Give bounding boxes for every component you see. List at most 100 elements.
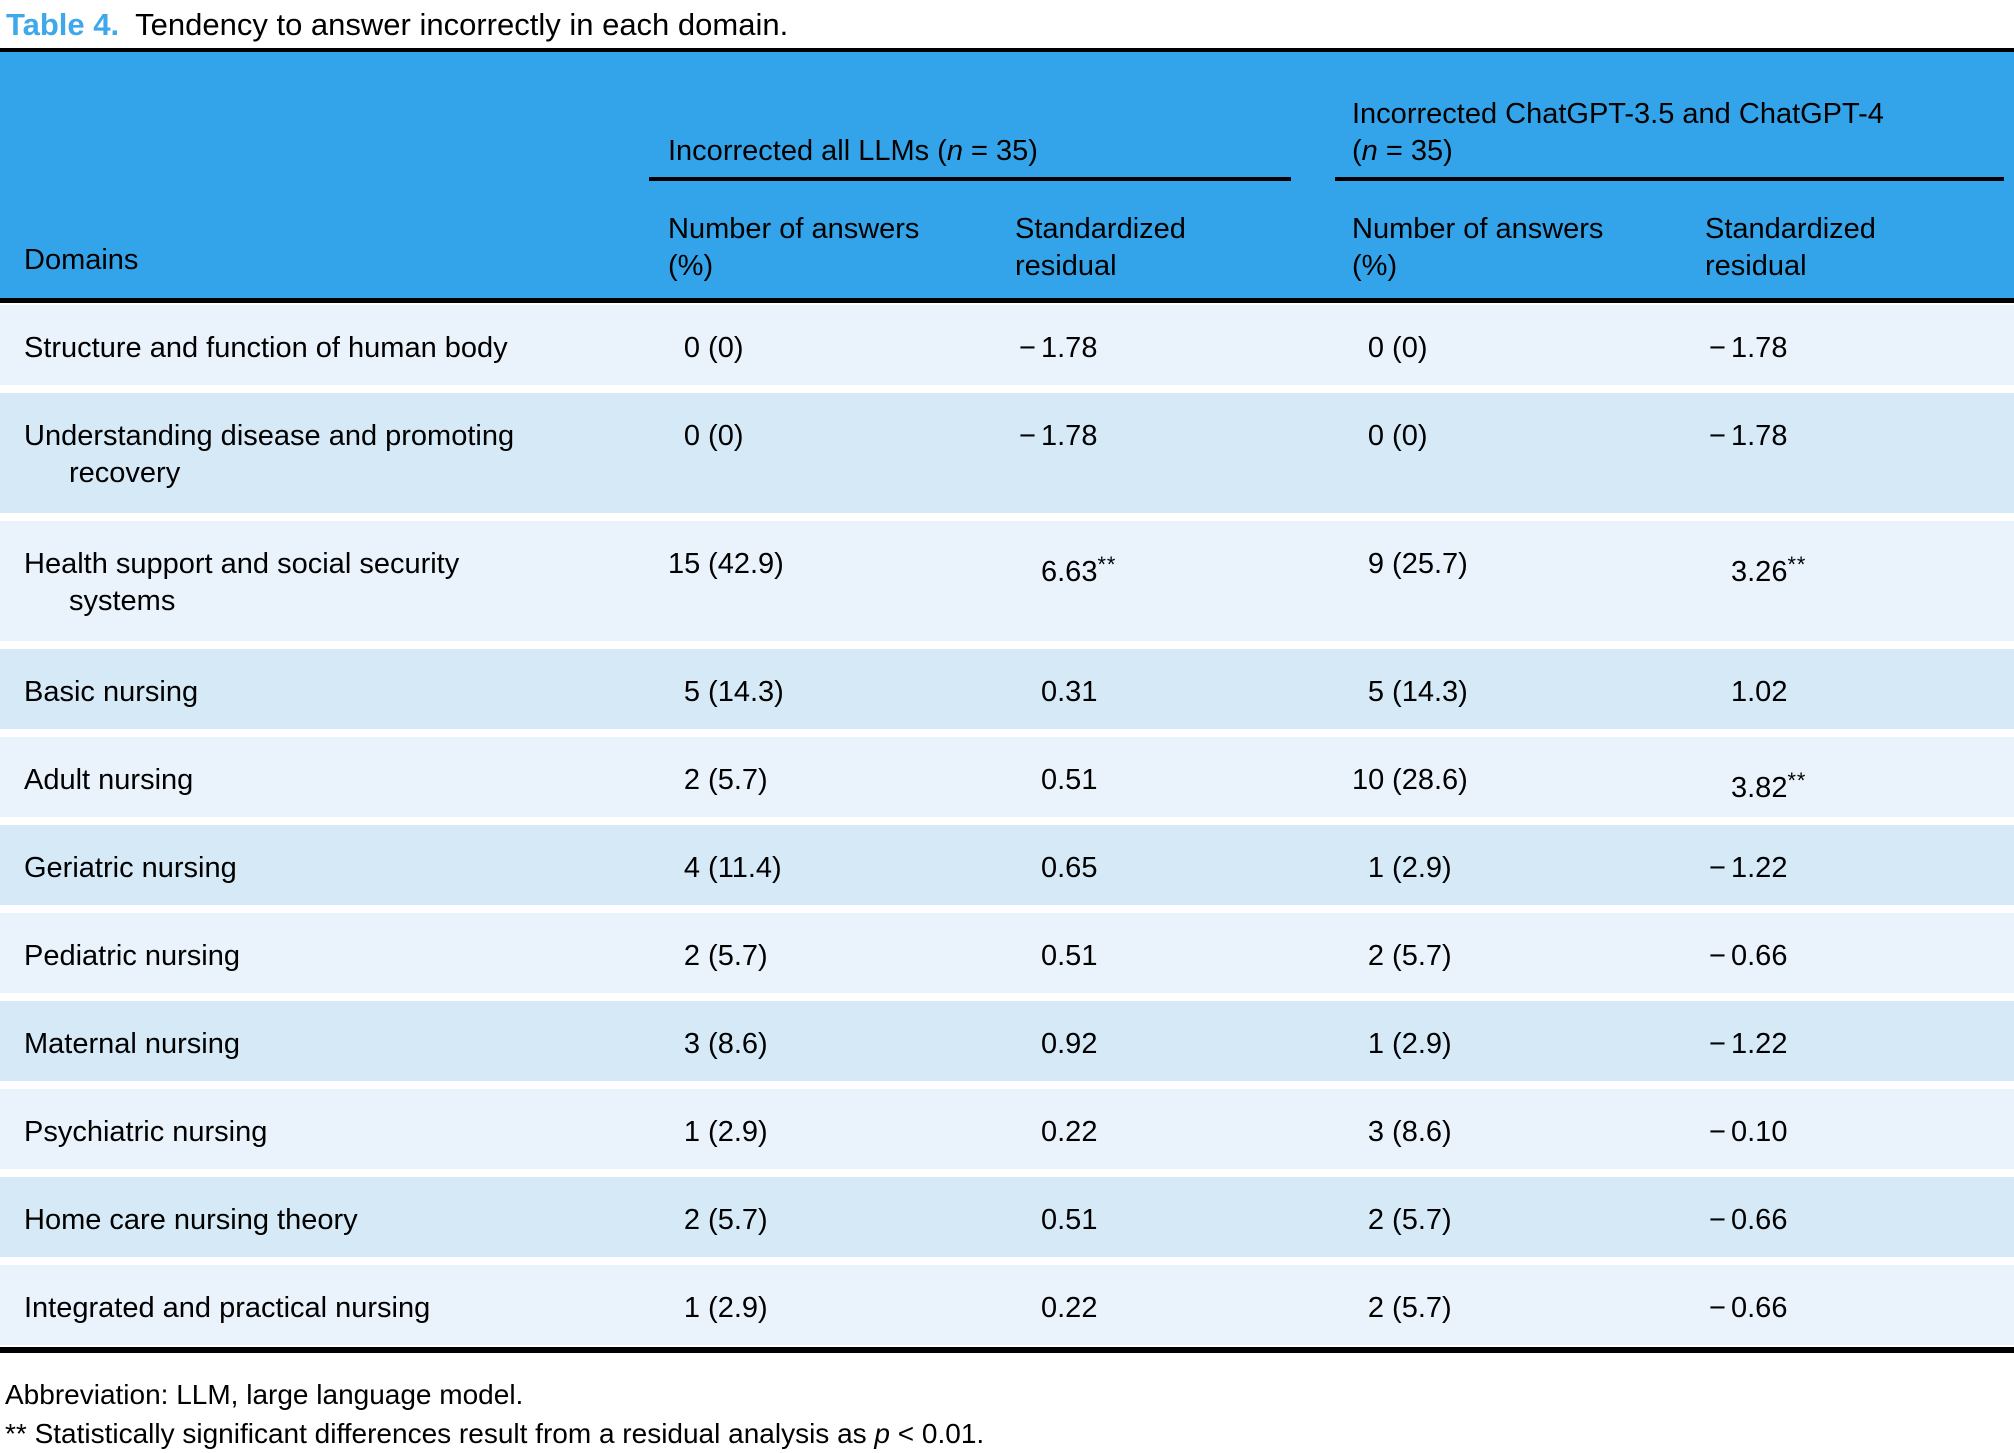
table-row: Geriatric nursing 4 (11.4) 0.65 1 (2.9) −1.2…: [0, 825, 2014, 905]
answers-cell-chatgpt: 10 (28.6): [1352, 762, 1705, 799]
answers-cell-all-llms: 4 (11.4): [668, 850, 1015, 887]
column-header-number-of-answers-2: Number of answers (%): [1352, 213, 1604, 282]
column-group-all-llms-label: Incorrected all LLMs (n = 35): [668, 135, 1038, 167]
significance-marker: **: [1097, 552, 1117, 577]
residual-cell-chatgpt: −1.78: [1705, 418, 2014, 455]
residual-cell-chatgpt: −0.66: [1705, 1290, 2014, 1327]
table-row: Understanding disease and promoting reco…: [0, 393, 2014, 513]
answers-cell-all-llms: 2 (5.7): [668, 762, 1015, 799]
minus-sign-slot: −: [1019, 420, 1036, 452]
answer-count: 0: [683, 332, 700, 364]
table-row: Health support and social security syste…: [0, 521, 2014, 641]
answer-count: 1: [1367, 852, 1384, 884]
answer-count: 1: [683, 1292, 700, 1324]
significance-marker: **: [1787, 552, 1807, 577]
residual-cell-all-llms: 0.92: [1041, 1028, 1098, 1060]
residual-cell-all-llms: −1.78: [1015, 330, 1352, 367]
table-row: Maternal nursing 3 (8.6) 0.92 1 (2.9) −1.22: [0, 1001, 2014, 1081]
domain-cell: Health support and social security syste…: [24, 548, 460, 617]
column-group-all-llms: Incorrected all LLMs (n = 35): [649, 52, 1291, 181]
answers-cell-all-llms: 0 (0): [668, 418, 1015, 455]
answers-cell-all-llms: 2 (5.7): [668, 1202, 1015, 1239]
answer-count: 1: [683, 1116, 700, 1148]
answer-count: 2: [683, 940, 700, 972]
answers-cell-chatgpt: 5 (14.3): [1352, 674, 1705, 711]
answers-cell-all-llms: 0 (0): [668, 330, 1015, 367]
domain-cell: Psychiatric nursing: [24, 1116, 268, 1148]
answer-count: 2: [1367, 940, 1384, 972]
answers-cell-chatgpt: 3 (8.6): [1352, 1114, 1705, 1151]
table-row: Home care nursing theory 2 (5.7) 0.51 2 (5.…: [0, 1177, 2014, 1257]
answers-cell-chatgpt: 2 (5.7): [1352, 938, 1705, 975]
table-row: Basic nursing 5 (14.3) 0.31 5 (14.3) 1.02: [0, 649, 2014, 729]
residual-cell-all-llms: 0.51: [1041, 1204, 1098, 1236]
minus-sign-slot: −: [1709, 1116, 1726, 1148]
answer-count: 0: [683, 420, 700, 452]
table-row: Pediatric nursing 2 (5.7) 0.51 2 (5.7) −0.66: [0, 913, 2014, 993]
answers-cell-chatgpt: 1 (2.9): [1352, 850, 1705, 887]
table-footnotes: Abbreviation: LLM, large language model.…: [5, 1375, 2014, 1453]
column-header-number-of-answers-1: Number of answers (%): [668, 213, 920, 282]
domain-cell: Basic nursing: [24, 676, 199, 708]
table-row: Integrated and practical nursing 1 (2.9) 0…: [0, 1265, 2014, 1345]
table-body: Structure and function of human body 0 (0…: [0, 305, 2014, 1345]
residual-cell-chatgpt: −0.66: [1705, 938, 2014, 975]
minus-sign-slot: −: [1709, 1204, 1726, 1236]
header-corner-spacer: [24, 52, 668, 181]
minus-sign-slot: −: [1709, 332, 1726, 364]
domain-cell: Understanding disease and promoting reco…: [24, 420, 515, 489]
footnote-abbreviation: Abbreviation: LLM, large language model.: [5, 1379, 524, 1410]
answers-cell-chatgpt: 2 (5.7): [1352, 1290, 1705, 1327]
residual-cell-all-llms: −1.78: [1015, 418, 1352, 455]
answer-count: 15: [668, 548, 701, 580]
table-caption-text: Tendency to answer incorrectly in each d…: [135, 7, 789, 42]
answers-cell-chatgpt: 2 (5.7): [1352, 1202, 1705, 1239]
answers-cell-all-llms: 1 (2.9): [668, 1290, 1015, 1327]
residual-cell-all-llms: 0.22: [1041, 1292, 1098, 1324]
answers-cell-all-llms: 3 (8.6): [668, 1026, 1015, 1063]
residual-cell-chatgpt: −1.22: [1705, 850, 2014, 887]
minus-sign-slot: −: [1019, 332, 1036, 364]
significance-marker: **: [1787, 768, 1807, 793]
answer-count: 2: [1367, 1292, 1384, 1324]
domain-cell: Adult nursing: [24, 764, 194, 796]
answers-cell-all-llms: 15 (42.9): [668, 546, 1015, 583]
answer-count: 3: [1367, 1116, 1384, 1148]
residual-cell-chatgpt: −0.66: [1705, 1202, 2014, 1239]
answers-cell-chatgpt: 0 (0): [1352, 330, 1705, 367]
minus-sign-slot: −: [1709, 420, 1726, 452]
minus-sign-slot: −: [1709, 852, 1726, 884]
residual-cell-chatgpt: 3.82**: [1731, 768, 1807, 804]
answer-count: 2: [683, 1204, 700, 1236]
answer-count: 2: [683, 764, 700, 796]
column-header-domains: Domains: [24, 244, 139, 276]
domain-cell: Geriatric nursing: [24, 852, 237, 884]
residual-cell-chatgpt: 1.02: [1731, 676, 1788, 708]
answer-count: 0: [1367, 332, 1384, 364]
residual-cell-chatgpt: −0.10: [1705, 1114, 2014, 1151]
table-number-label: Table 4.: [6, 7, 120, 42]
answer-count: 0: [1367, 420, 1384, 452]
residual-cell-all-llms: 6.63**: [1041, 552, 1117, 588]
residual-cell-all-llms: 0.51: [1041, 940, 1098, 972]
table-caption: Table 4. Tendency to answer incorrectly i…: [0, 0, 2014, 43]
table-bottom-rule: [0, 1347, 2014, 1353]
minus-sign-slot: −: [1709, 1292, 1726, 1324]
minus-sign-slot: −: [1709, 940, 1726, 972]
answers-cell-chatgpt: 1 (2.9): [1352, 1026, 1705, 1063]
answers-cell-chatgpt: 9 (25.7): [1352, 546, 1705, 583]
answers-cell-all-llms: 1 (2.9): [668, 1114, 1015, 1151]
answers-cell-chatgpt: 0 (0): [1352, 418, 1705, 455]
answer-count: 5: [683, 676, 700, 708]
residual-cell-all-llms: 0.22: [1041, 1116, 1098, 1148]
residual-cell-chatgpt: −1.22: [1705, 1026, 2014, 1063]
answer-count: 9: [1367, 548, 1384, 580]
residual-cell-all-llms: 0.51: [1041, 764, 1098, 796]
answer-count: 10: [1352, 764, 1385, 796]
domain-cell: Pediatric nursing: [24, 940, 240, 972]
minus-sign-slot: −: [1709, 1028, 1726, 1060]
answer-count: 2: [1367, 1204, 1384, 1236]
answer-count: 4: [683, 852, 700, 884]
domain-cell: Maternal nursing: [24, 1028, 240, 1060]
